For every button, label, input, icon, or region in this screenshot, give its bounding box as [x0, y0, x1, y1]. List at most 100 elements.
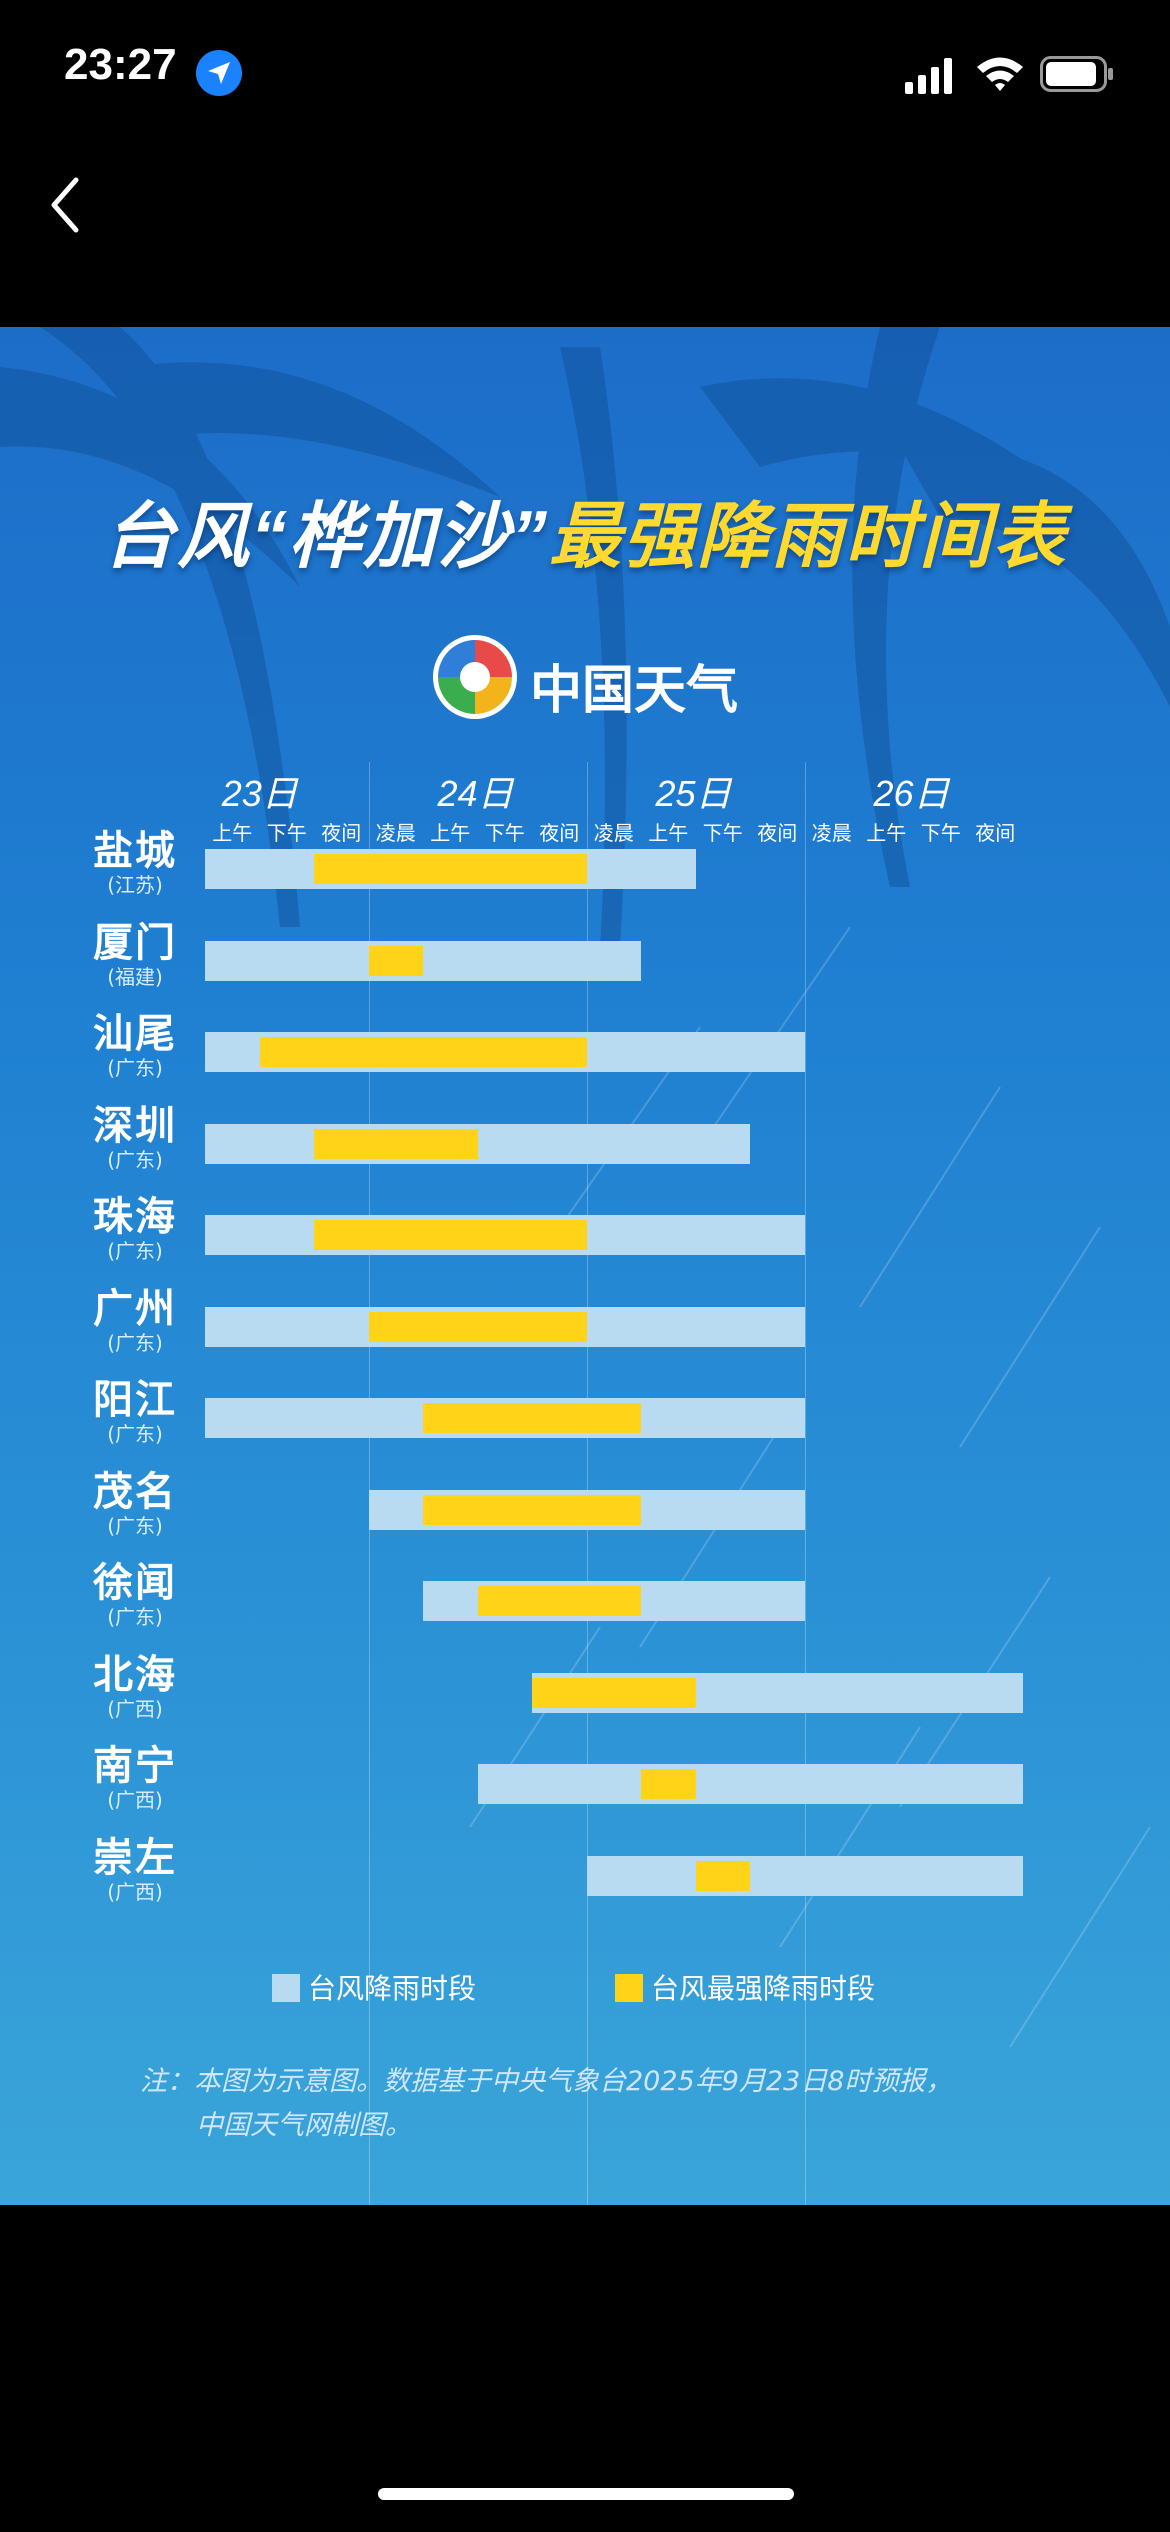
city-name: 深圳 [93, 1102, 177, 1149]
rain-period-bar [477, 1764, 1023, 1804]
period-label: 上午 [648, 821, 689, 845]
wifi-icon [977, 57, 1023, 91]
day-gridline [804, 762, 806, 2205]
city-label: 崇左 (广西) [70, 1836, 200, 1904]
chevron-left-icon [51, 177, 79, 233]
title-part-3: 最强降雨时间表 [549, 497, 1068, 577]
rain-background-decoration [0, 327, 1170, 2048]
city-label: 汕尾 (广东) [70, 1012, 200, 1080]
period-label: 下午 [920, 821, 961, 845]
location-icon [196, 50, 242, 96]
city-label: 广州 (广东) [70, 1287, 200, 1355]
peak-rain-bar [532, 1677, 696, 1708]
city-name: 汕尾 [93, 1011, 177, 1057]
legend-peak: 台风最强降雨时段 [615, 1967, 875, 2007]
city-province: (广东) [107, 1330, 163, 1355]
period-label: 夜间 [757, 821, 798, 845]
battery-icon [1040, 56, 1113, 92]
city-label: 盐城 (江苏) [70, 829, 200, 897]
city-label: 深圳 (广东) [70, 1104, 200, 1172]
legend-rain-label: 台风降雨时段 [308, 1972, 477, 2005]
city-province: (广东) [107, 1605, 163, 1629]
city-label: 厦门 (福建) [70, 921, 200, 989]
peak-rain-bar [368, 945, 423, 976]
city-province: (广西) [107, 1879, 163, 1904]
title-part-2: “桦加沙” [250, 497, 549, 577]
city-label: 徐闻 (广东) [70, 1561, 200, 1629]
peak-rain-bar [641, 1769, 696, 1799]
period-label: 夜间 [975, 821, 1016, 845]
city-name: 北海 [93, 1651, 177, 1698]
peak-rain-bar [314, 854, 587, 884]
period-label: 凌晨 [593, 821, 634, 845]
day-gridline [586, 762, 588, 2205]
day-label: 23日 [221, 773, 298, 814]
rain-period-bar [586, 1855, 1023, 1896]
city-label: 阳江 (广东) [70, 1378, 200, 1446]
peak-rain-bar [314, 1128, 478, 1159]
footnote-line-1: 注：本图为示意图。数据基于中央气象台2025年9月23日8时预报， [140, 2066, 953, 2097]
period-label: 上午 [212, 821, 253, 845]
period-label: 凌晨 [375, 821, 416, 845]
cellular-signal-icon [905, 58, 952, 94]
period-label: 下午 [702, 821, 743, 845]
back-button[interactable] [44, 170, 104, 240]
home-indicator[interactable] [378, 2488, 794, 2500]
legend-peak-swatch [615, 1974, 643, 2002]
city-province: (广西) [107, 1696, 163, 1721]
city-name: 珠海 [93, 1194, 177, 1240]
footnote-line-2: 中国天气网制图。 [196, 2110, 412, 2141]
city-name: 厦门 [93, 919, 177, 966]
city-name: 广州 [93, 1285, 177, 1332]
footnote: 注：本图为示意图。数据基于中央气象台2025年9月23日8时预报， 中国天气网制… [140, 2060, 1060, 2148]
city-label: 茂名 (广东) [70, 1470, 200, 1538]
peak-rain-bar [368, 1311, 587, 1342]
period-label: 下午 [484, 821, 525, 845]
city-name: 盐城 [93, 828, 177, 874]
poster-title: 台风“桦加沙”最强降雨时间表 [0, 477, 1170, 582]
day-label: 25日 [655, 773, 732, 814]
logo-text: 中国天气 [530, 662, 739, 720]
title-part-1: 台风 [102, 497, 251, 577]
day-label: 24日 [437, 773, 514, 814]
infographic-image[interactable]: 台风“桦加沙”最强降雨时间表 中国天气 23日 24日 25日 26日 上午 下午 夜间 凌晨… [0, 327, 1170, 2205]
period-label: 夜间 [321, 821, 362, 845]
city-province: (广东) [107, 1056, 163, 1080]
city-province: (广东) [107, 1513, 163, 1538]
legend-peak-label: 台风最强降雨时段 [651, 1972, 876, 2005]
legend-rain-swatch [272, 1974, 300, 2002]
city-province: (广东) [107, 1147, 163, 1172]
peak-rain-bar [695, 1860, 750, 1891]
status-time: 23:27 [64, 40, 177, 89]
city-label: 北海 (广西) [70, 1653, 200, 1721]
period-label: 凌晨 [811, 821, 852, 845]
city-name: 茂名 [93, 1468, 177, 1515]
city-label: 南宁 (广西) [70, 1744, 200, 1812]
rain-period-bar [205, 940, 641, 981]
city-province: (广东) [107, 1422, 163, 1446]
peak-rain-bar [477, 1586, 641, 1616]
peak-rain-bar [259, 1037, 587, 1067]
city-name: 阳江 [93, 1377, 177, 1423]
period-label: 夜间 [539, 821, 580, 845]
peak-rain-bar [314, 1220, 587, 1250]
city-province: (广西) [107, 1788, 163, 1812]
day-gridline [368, 762, 370, 2205]
city-province: (江苏) [107, 873, 163, 897]
city-province: (福建) [107, 964, 163, 989]
peak-rain-bar [423, 1494, 641, 1525]
day-label: 26日 [873, 773, 950, 814]
period-label: 上午 [430, 821, 471, 845]
city-name: 南宁 [93, 1743, 177, 1789]
period-label: 上午 [866, 821, 907, 845]
period-label: 下午 [266, 821, 307, 845]
city-label: 珠海 (广东) [70, 1195, 200, 1263]
swirl-logo-icon [433, 635, 517, 719]
legend-rain: 台风降雨时段 [272, 1967, 476, 2007]
rain-period-bar [205, 1123, 750, 1164]
city-province: (广东) [107, 1239, 163, 1263]
city-name: 徐闻 [93, 1560, 177, 1606]
peak-rain-bar [423, 1403, 641, 1433]
city-name: 崇左 [93, 1834, 177, 1881]
status-bar: 23:27 [0, 0, 1170, 150]
